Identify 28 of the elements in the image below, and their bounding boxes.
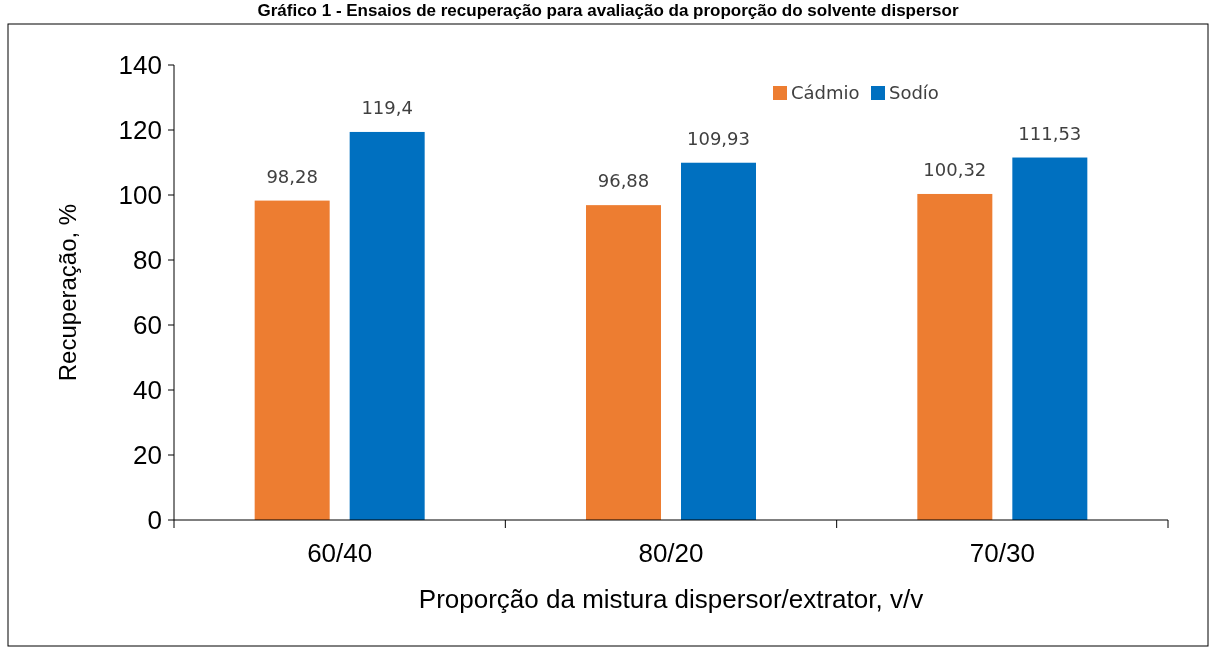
y-tick-label: 100 [118,180,162,211]
y-tick-label: 80 [133,245,162,276]
bar [254,200,330,520]
data-label: 98,28 [266,165,318,187]
bar [349,131,425,520]
bar [917,193,993,520]
bar [586,205,661,520]
chart-title: Gráfico 1 - Ensaios de recuperação para avaliação da proporção do solvente dispersor [257,1,959,20]
x-tick-label: 70/30 [969,538,1035,568]
data-label: 111,53 [1018,122,1082,144]
y-tick-label: 0 [147,505,162,536]
y-tick-label: 140 [118,50,162,81]
bar [681,162,756,520]
y-tick-label: 40 [133,375,162,406]
legend-label: Cádmio [791,82,860,104]
data-label: 109,93 [687,127,750,149]
bar [1012,157,1088,520]
y-tick-label: 60 [133,310,162,341]
y-axis-title: Recuperação, % [54,203,81,382]
x-tick-label: 80/20 [638,538,704,568]
y-tick-label: 20 [133,440,162,471]
legend-label: Sodío [889,82,939,104]
y-tick-label: 120 [118,115,162,146]
data-label: 119,4 [361,96,413,118]
data-label: 96,88 [597,170,650,192]
x-tick-label: 60/40 [307,538,373,568]
data-label: 100,32 [923,158,987,180]
x-axis-title: Proporção da mistura dispersor/extrator, v/v [418,584,924,614]
